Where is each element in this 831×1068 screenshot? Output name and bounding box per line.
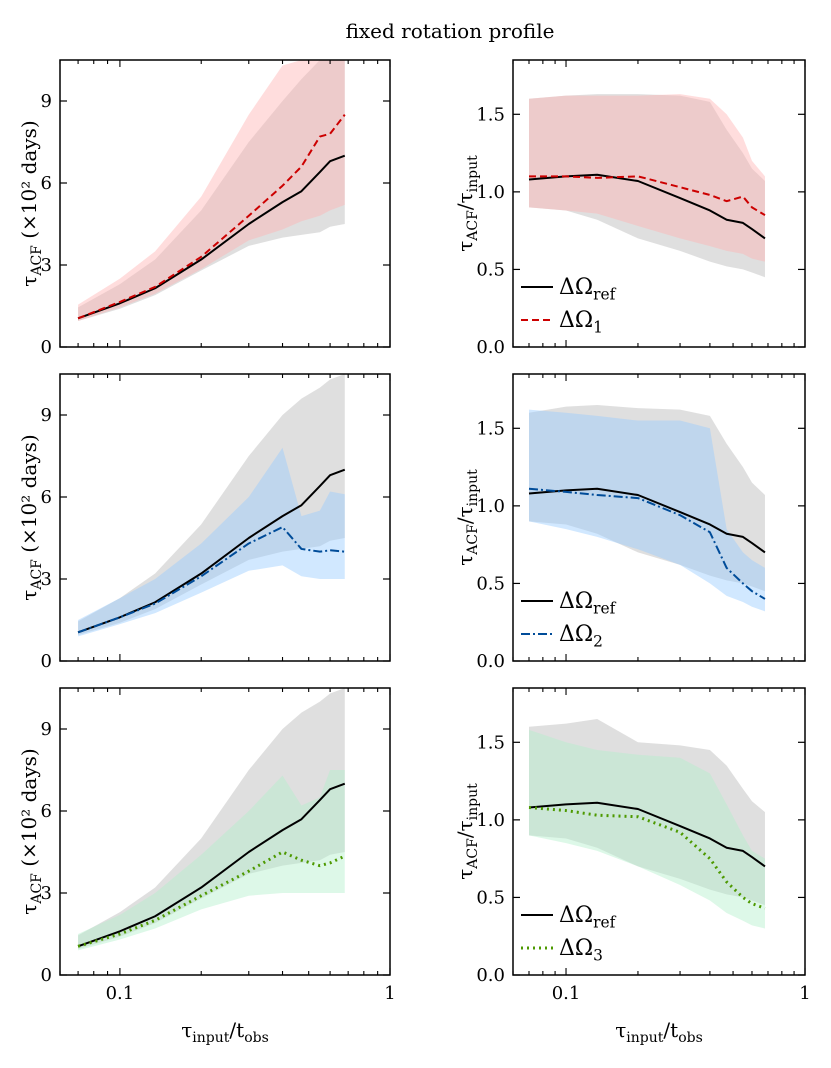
y-axis-label: τACF​/τinput​	[453, 469, 481, 566]
y-tick-label: 0	[41, 965, 52, 986]
plot-area	[77, 688, 346, 951]
band-alt	[78, 447, 345, 637]
band-ref	[78, 60, 345, 322]
legend: ΔΩref​ ΔΩ2​	[521, 589, 617, 651]
series-line-ref	[77, 154, 346, 320]
axes-frame	[512, 59, 806, 348]
x-tick-label: 1	[384, 983, 395, 1004]
x-tick-label: 0.1	[552, 983, 581, 1004]
band-ref	[78, 374, 345, 636]
y-tick-label: 0	[41, 337, 52, 358]
y-tick-label: 3	[41, 883, 52, 904]
y-axis-label: τACF​/τinput​	[453, 783, 481, 880]
legend-label: ΔΩref​	[559, 275, 617, 304]
band-alt	[528, 409, 765, 612]
y-tick-label: 3	[41, 569, 52, 590]
band-alt	[78, 770, 345, 951]
legend-label: ΔΩref​	[559, 903, 617, 932]
band-alt	[528, 729, 765, 929]
y-tick-label: 1.0	[476, 496, 505, 517]
y-tick-label: 9	[41, 91, 52, 112]
y-tick-label: 3	[41, 255, 52, 276]
y-tick-label: 0.0	[476, 651, 505, 672]
band-ref	[78, 688, 345, 950]
legend-label: ΔΩ3​	[559, 936, 603, 965]
y-tick-label: 6	[41, 801, 52, 822]
figure-title: fixed rotation profile	[346, 19, 555, 43]
y-tick-label: 1.0	[476, 810, 505, 831]
y-tick-label: 9	[41, 719, 52, 740]
axes-frame	[512, 373, 806, 662]
y-axis-label: τACF​ (×10² days)	[17, 748, 45, 914]
band-alt	[528, 94, 765, 262]
plot-area	[528, 719, 766, 929]
series-line-alt	[77, 114, 346, 320]
series-line-ref	[77, 782, 346, 948]
y-tick-label: 0.0	[476, 337, 505, 358]
axes-frame	[59, 373, 391, 662]
y-tick-label: 0	[41, 651, 52, 672]
y-tick-label: 9	[41, 405, 52, 426]
legend-label: ΔΩref​	[559, 589, 617, 618]
axes-frame	[512, 687, 806, 976]
y-tick-label: 1.0	[476, 182, 505, 203]
series-line-alt	[77, 850, 346, 948]
plot-area	[528, 405, 766, 612]
panel-row2-right: 0.0 0.5 1.0 1.5 τACF​/τinput​ ΔΩref​ ΔΩ2​	[453, 373, 806, 672]
plot-area	[77, 60, 346, 322]
y-tick-label: 1.5	[476, 732, 505, 753]
y-tick-label: 0.5	[476, 259, 505, 280]
y-tick-label: 6	[41, 487, 52, 508]
series-line-ref	[528, 801, 766, 868]
series-line-alt	[528, 805, 766, 910]
x-axis-label: τinput​/tobs​	[615, 1018, 703, 1046]
y-tick-label: 0.5	[476, 573, 505, 594]
panel-row1-right: 0.0 0.5 1.0 1.5 τACF​/τinput​ ΔΩref​ ΔΩ1​	[453, 59, 806, 358]
y-axis-label: τACF​ (×10² days)	[17, 120, 45, 286]
series-line-alt	[528, 487, 766, 600]
legend-label: ΔΩ1​	[559, 308, 603, 337]
x-axis-label: τinput​/tobs​	[181, 1018, 269, 1046]
y-tick-label: 1.5	[476, 104, 505, 125]
panel-row3-left: 0 3 6 9 0.1 1 τACF​ (×10² days) τinput​/tobs​	[17, 687, 396, 1046]
series-line-ref	[528, 173, 766, 240]
plot-area	[77, 374, 346, 637]
x-tick-label: 0.1	[106, 983, 135, 1004]
series-line-alt	[77, 526, 345, 634]
panel-row3-right: 0.0 0.5 1.0 1.5 0.1 1 τACF​/τinput​ τinput​/tob…	[453, 687, 811, 1046]
y-tick-label: 0.0	[476, 965, 505, 986]
plot-area	[528, 94, 766, 278]
series-line-alt	[528, 175, 766, 216]
band-alt	[78, 60, 345, 322]
panel-row2-left: 0 3 6 9 τACF​ (×10² days)	[17, 373, 391, 672]
series-line-ref	[528, 487, 766, 554]
y-tick-label: 1.5	[476, 418, 505, 439]
panel-row1-left: 0 3 6 9 τACF​ (×10² days)	[17, 59, 391, 358]
legend-label: ΔΩ2​	[559, 622, 603, 651]
legend: ΔΩref​ ΔΩ3​	[521, 903, 617, 965]
y-axis-label: τACF​/τinput​	[453, 155, 481, 252]
axes-frame	[59, 687, 391, 976]
y-tick-label: 6	[41, 173, 52, 194]
y-tick-label: 0.5	[476, 887, 505, 908]
legend: ΔΩref​ ΔΩ1​	[521, 275, 617, 337]
panels: 0 3 6 9 τACF​ (×10² days) 0.0 0.5 1.0 1.5 τACF​/τ…	[17, 59, 811, 1046]
y-axis-label: τACF​ (×10² days)	[17, 434, 45, 600]
x-tick-label: 1	[799, 983, 810, 1004]
axes-frame	[59, 59, 391, 348]
